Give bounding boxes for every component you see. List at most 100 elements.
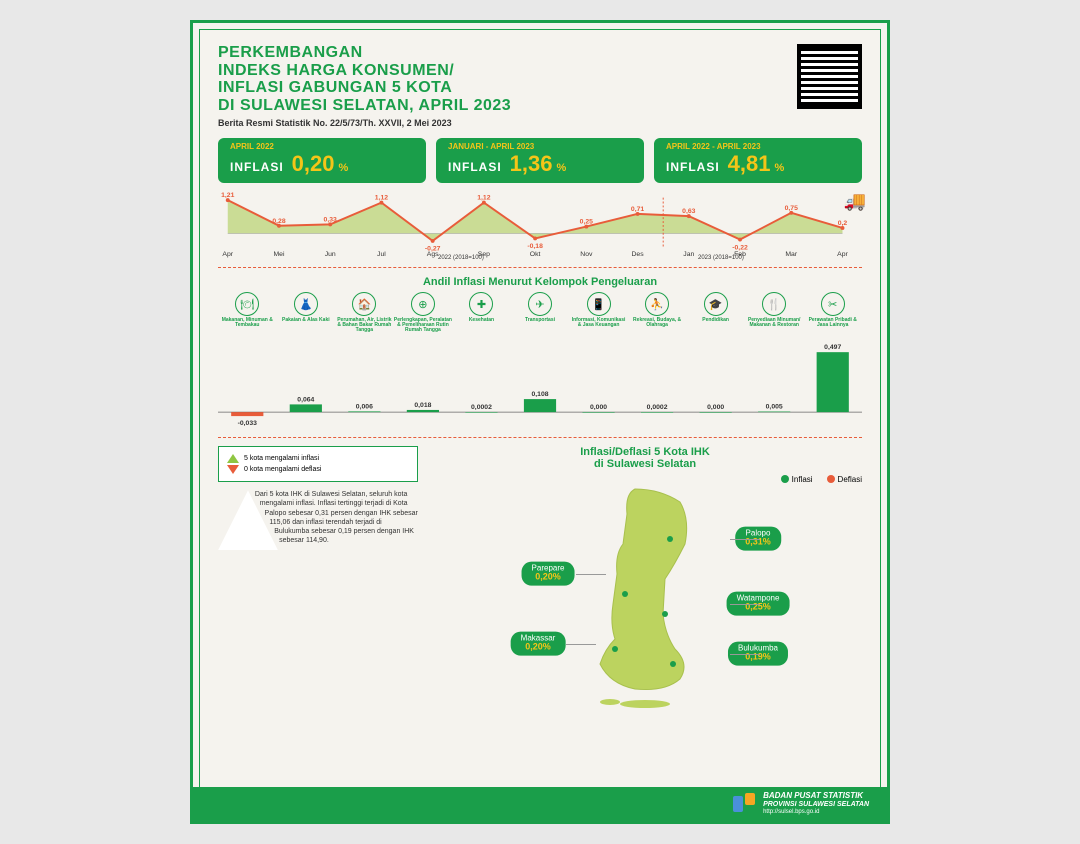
svg-text:-0,18: -0,18 <box>527 244 543 251</box>
legend-row-inflasi: 5 kota mengalami inflasi <box>227 454 409 463</box>
category-label: Perlengkapan, Peralatan & Pemeliharaan R… <box>394 318 453 333</box>
title-block: PERKEMBANGAN INDEKS HARGA KONSUMEN/ INFL… <box>218 44 797 128</box>
map-title-l1: Inflasi/Deflasi 5 Kota IHK <box>580 446 710 458</box>
svg-text:0,63: 0,63 <box>682 209 695 216</box>
bottom-row: 5 kota mengalami inflasi 0 kota mengalam… <box>218 446 862 713</box>
page-title: PERKEMBANGAN INDEKS HARGA KONSUMEN/ INFL… <box>218 44 797 114</box>
map-column: Inflasi/Deflasi 5 Kota IHK di Sulawesi S… <box>428 446 862 713</box>
category-icon: 🏠 <box>352 292 376 316</box>
category-item: 🍽 Makanan, Minuman & Tembakau <box>218 292 277 333</box>
svg-text:0,018: 0,018 <box>414 402 431 409</box>
andil-bar-chart: -0,0330,0640,0060,0180,00020,1080,0000,0… <box>218 339 862 429</box>
category-label: Transportasi <box>525 318 555 323</box>
title-line-1: PERKEMBANGAN <box>218 44 363 61</box>
category-icon: ✈ <box>528 292 552 316</box>
svg-text:0,000: 0,000 <box>707 405 724 412</box>
header: PERKEMBANGAN INDEKS HARGA KONSUMEN/ INFL… <box>218 44 862 128</box>
left-column: 5 kota mengalami inflasi 0 kota mengalam… <box>218 446 418 713</box>
footer-text: BADAN PUSAT STATISTIK PROVINSI SULAWESI … <box>763 792 869 815</box>
bps-logo-icon <box>733 793 755 815</box>
category-icon: 🍽 <box>235 292 259 316</box>
svg-text:Jan: Jan <box>683 252 694 259</box>
category-item: 🏠 Perumahan, Air, Listrik & Bahan Bakar … <box>335 292 394 333</box>
stat-pills-row: APRIL 2022 INFLASI 0,20 % JANUARI - APRI… <box>218 138 862 183</box>
pill-pct: % <box>339 162 349 174</box>
pill-value: 4,81 <box>728 151 771 177</box>
sulawesi-map-icon <box>555 484 735 709</box>
svg-text:0,75: 0,75 <box>785 205 798 212</box>
category-label: Rekreasi, Budaya, & Olahraga <box>628 318 687 328</box>
svg-text:1,12: 1,12 <box>375 195 388 202</box>
svg-text:0,71: 0,71 <box>631 206 644 213</box>
svg-text:0,005: 0,005 <box>766 404 783 411</box>
city-label: Makassar0,20% <box>511 631 566 656</box>
svg-text:0,25: 0,25 <box>580 219 593 226</box>
svg-text:0,28: 0,28 <box>272 218 285 225</box>
pill-period: APRIL 2022 - APRIL 2023 <box>666 142 850 151</box>
category-label: Penyediaan Minuman/ Makanan & Restoran <box>745 318 804 328</box>
dashed-divider <box>218 437 862 438</box>
category-item: ⛹ Rekreasi, Budaya, & Olahraga <box>628 292 687 333</box>
svg-text:0,0002: 0,0002 <box>647 405 668 412</box>
svg-text:1,12: 1,12 <box>477 195 490 202</box>
svg-text:Jul: Jul <box>377 252 386 259</box>
svg-text:Apr: Apr <box>222 252 233 259</box>
leader-line <box>730 539 760 540</box>
leader-line <box>730 654 760 655</box>
pill-label: INFLASI <box>448 160 502 174</box>
monthly-line-chart: 1,210,280,331,12-0,271,12-0,180,250,710,… <box>218 189 862 259</box>
pill-value: 0,20 <box>292 151 335 177</box>
title-line-3: INFLASI GABUNGAN 5 KOTA <box>218 79 452 96</box>
category-icon: 🍴 <box>762 292 786 316</box>
category-item: ✚ Kesehatan <box>452 292 511 333</box>
category-label: Pakaian & Alas Kaki <box>282 318 330 323</box>
pill-pct: % <box>557 162 567 174</box>
category-label: Perumahan, Air, Listrik & Bahan Bakar Ru… <box>335 318 394 333</box>
legend-text: 5 kota mengalami inflasi <box>244 455 319 462</box>
category-item: 🎓 Pendidikan <box>686 292 745 333</box>
footer-l2: PROVINSI SULAWESI SELATAN <box>763 801 869 809</box>
map-area: Parepare0,20%Makassar0,20%Palopo0,31%Wat… <box>428 484 862 714</box>
map-legend-inflasi: Inflasi <box>781 475 813 484</box>
svg-text:0,108: 0,108 <box>531 392 548 399</box>
category-icon: ✂ <box>821 292 845 316</box>
pill-period: APRIL 2022 <box>230 142 414 151</box>
map-legend: Inflasi Deflasi <box>428 475 862 484</box>
subtitle: Berita Resmi Statistik No. 22/5/73/Th. X… <box>218 118 797 128</box>
footer: BADAN PUSAT STATISTIK PROVINSI SULAWESI … <box>193 787 887 821</box>
category-icon: 🎓 <box>704 292 728 316</box>
pill-period: JANUARI - APRIL 2023 <box>448 142 632 151</box>
dashed-divider <box>218 267 862 268</box>
category-icon: 📱 <box>587 292 611 316</box>
category-label: Makanan, Minuman & Tembakau <box>218 318 277 328</box>
map-title-l2: di Sulawesi Selatan <box>594 458 696 470</box>
leader-line <box>730 604 760 605</box>
category-icon: ✚ <box>469 292 493 316</box>
legend-text: 0 kota mengalami deflasi <box>244 466 321 473</box>
svg-text:1,21: 1,21 <box>221 193 234 200</box>
pill-pct: % <box>775 162 785 174</box>
year-label-2023: 2023 (2018=100) <box>698 255 744 261</box>
category-item: 👗 Pakaian & Alas Kaki <box>277 292 336 333</box>
svg-text:Mei: Mei <box>273 252 284 259</box>
stat-pill: JANUARI - APRIL 2023 INFLASI 1,36 % <box>436 138 644 183</box>
category-icon: 👗 <box>294 292 318 316</box>
dot-orange-icon <box>827 475 835 483</box>
category-item: 📱 Informasi, Komunikasi & Jasa Keuangan <box>569 292 628 333</box>
title-line-2: INDEKS HARGA KONSUMEN/ <box>218 62 454 79</box>
svg-text:0,0002: 0,0002 <box>471 405 492 412</box>
map-legend-deflasi: Deflasi <box>827 475 862 484</box>
svg-text:0,497: 0,497 <box>824 345 841 352</box>
legend-row-deflasi: 0 kota mengalami deflasi <box>227 465 409 474</box>
svg-text:Apr: Apr <box>837 252 848 259</box>
city-legend-box: 5 kota mengalami inflasi 0 kota mengalam… <box>218 446 418 482</box>
triangle-down-icon <box>227 465 239 474</box>
svg-text:-0,033: -0,033 <box>238 420 258 427</box>
category-item: 🍴 Penyediaan Minuman/ Makanan & Restoran <box>745 292 804 333</box>
pill-label: INFLASI <box>666 160 720 174</box>
stat-pill: APRIL 2022 INFLASI 0,20 % <box>218 138 426 183</box>
map-title: Inflasi/Deflasi 5 Kota IHK di Sulawesi S… <box>428 446 862 470</box>
category-label: Kesehatan <box>469 318 494 323</box>
svg-text:Nov: Nov <box>580 252 593 259</box>
leader-line <box>576 574 606 575</box>
